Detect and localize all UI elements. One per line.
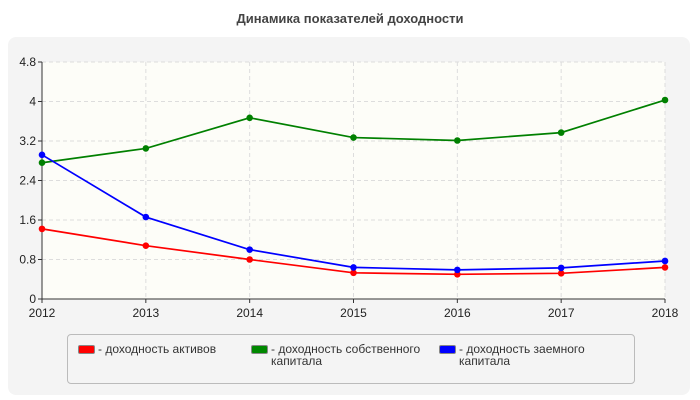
y-tick-label: 0: [29, 292, 36, 306]
data-point: [350, 269, 357, 277]
data-point: [38, 159, 46, 167]
y-tick-label: 4: [29, 95, 36, 109]
data-point: [350, 264, 357, 271]
x-tick-label: 2018: [652, 306, 679, 320]
data-point: [142, 242, 150, 249]
data-point: [38, 151, 46, 159]
chart-title: Динамика показателей доходности: [236, 11, 464, 26]
x-tick-label: 2012: [29, 306, 56, 320]
data-point: [557, 129, 565, 136]
x-tick-label: 2013: [132, 306, 159, 320]
y-tick-label: 0.8: [19, 253, 36, 267]
y-tick-label: 3.2: [19, 134, 36, 148]
data-point: [557, 270, 565, 277]
x-tick-label: 2017: [548, 306, 575, 320]
data-point: [454, 266, 461, 274]
legend-label: - доходность собственного капитала: [271, 342, 421, 368]
data-point: [142, 213, 150, 221]
legend-label: - доходность заемного капитала: [459, 342, 585, 368]
legend: - доходность активов - доходность собств…: [67, 334, 635, 384]
y-tick-label: 4.8: [19, 55, 36, 69]
data-point: [350, 134, 357, 141]
data-point: [246, 246, 253, 253]
legend-swatch: [251, 345, 268, 354]
data-point: [557, 264, 565, 272]
data-point: [142, 145, 150, 152]
legend-swatch: [439, 345, 456, 354]
data-point: [661, 264, 669, 271]
x-tick-label: 2015: [340, 306, 367, 320]
legend-label: - доходность активов: [98, 342, 217, 356]
legend-swatch: [78, 345, 95, 354]
legend-item-equity: - доходность собственного капитала: [251, 343, 431, 367]
data-point: [246, 114, 253, 122]
y-tick-label: 1.6: [19, 213, 36, 227]
legend-item-debt: - доходность заемного капитала: [439, 343, 609, 367]
data-point: [246, 256, 253, 263]
y-tick-label: 2.4: [19, 174, 36, 188]
data-point: [661, 96, 669, 104]
x-tick-label: 2016: [444, 306, 471, 320]
data-point: [38, 225, 46, 233]
data-point: [661, 257, 669, 265]
legend-item-assets: - доходность активов: [78, 343, 216, 355]
data-point: [454, 137, 461, 144]
x-tick-label: 2014: [236, 306, 263, 320]
